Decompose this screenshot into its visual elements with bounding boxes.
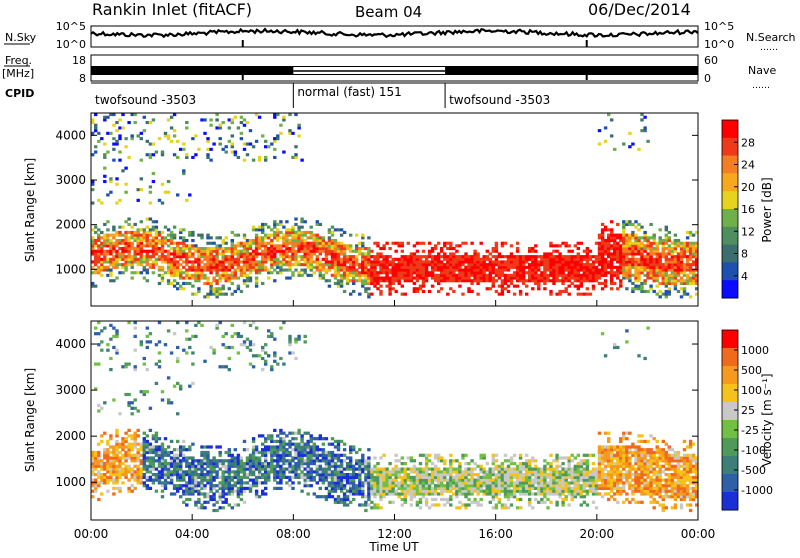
velocity-colorbar-swatch-2 <box>722 366 738 385</box>
power-colorbar-tick-5: 8 <box>741 248 748 261</box>
velocity-colorbar-tick-2: 100 <box>741 384 762 397</box>
cpid-row: twofsound -3503 normal (fast) 151 twofsoun… <box>91 83 698 108</box>
power-colorbar-tick-1: 24 <box>741 159 755 172</box>
freq-unit: [MHz] <box>2 67 34 80</box>
y-tick-label-1: 2000 <box>55 429 86 443</box>
noise-panel: N.Sky N.Search …… 10^5 10^0 10^5 10^0 <box>4 20 796 53</box>
power-heatmap-cells <box>91 113 698 298</box>
velocity-colorbar-swatch-9 <box>722 492 738 511</box>
power-colorbar-swatch-5 <box>722 209 738 227</box>
nave-right-tick-top: 60 <box>704 54 718 67</box>
x-tick-label-3: 12:00 <box>377 527 412 541</box>
freq-left-tick-bottom: 8 <box>79 72 86 85</box>
freq-dropout-1 <box>586 74 588 80</box>
power-colorbar-tick-3: 16 <box>741 203 755 216</box>
nave-dots: …… <box>752 81 770 91</box>
velocity-colorbar-tick-1: 500 <box>741 364 762 377</box>
power-colorbar-swatch-3 <box>722 173 738 191</box>
nave-right-tick-bottom: 0 <box>704 72 711 85</box>
noise-left-tick-bottom: 10^0 <box>56 38 86 51</box>
x-tick-label-0: 00:00 <box>74 527 109 541</box>
velocity-colorbar-tick-4: -25 <box>741 424 759 437</box>
velocity-colorbar-tick-0: 1000 <box>741 344 769 357</box>
freq-dropout-0 <box>242 74 244 80</box>
freq-left-tick-top: 18 <box>72 54 86 67</box>
power-colorbar-swatch-9 <box>722 280 738 298</box>
time-x-ticks: 00:00 04:00 08:00 12:00 16:00 20:00 00:00 <box>74 300 716 541</box>
velocity-heatmap-cells <box>91 321 698 512</box>
y-tick-label-2: 3000 <box>55 173 86 187</box>
y-tick-label-3: 4000 <box>55 337 86 351</box>
power-colorbar-swatch-0 <box>722 120 738 138</box>
power-colorbar-swatch-4 <box>722 191 738 209</box>
velocity-colorbar-label: Velocity [m s⁻¹] <box>760 373 774 466</box>
noise-left-tick-top: 10^5 <box>56 20 86 33</box>
y-tick-label-0: 1000 <box>55 475 86 489</box>
power-panel: 1000 2000 3000 4000 Slant Range [km] 28 24 20… <box>23 113 774 306</box>
power-colorbar-tick-0: 28 <box>741 136 755 149</box>
noise-right-dots: …… <box>760 43 778 53</box>
x-tick-label-4: 16:00 <box>478 527 513 541</box>
power-colorbar-tick-4: 12 <box>741 225 755 238</box>
power-colorbar-swatch-1 <box>722 138 738 156</box>
velocity-colorbar-swatch-1 <box>722 348 738 367</box>
velocity-colorbar-swatch-6 <box>722 438 738 457</box>
y-tick-label-0: 1000 <box>55 262 86 276</box>
cpid-label: CPID <box>5 87 34 100</box>
power-ylabel: Slant Range [km] <box>23 158 37 262</box>
velocity-colorbar-swatch-0 <box>722 330 738 349</box>
velocity-ylabel: Slant Range [km] <box>23 368 37 472</box>
x-tick-label-2: 08:00 <box>276 527 311 541</box>
velocity-colorbar-swatch-3 <box>722 384 738 403</box>
velocity-panel: 1000 2000 3000 4000 Slant Range [km] 1000 50… <box>23 321 774 520</box>
nave-label: Nave <box>748 64 776 77</box>
velocity-colorbar-tick-7: -1000 <box>741 484 773 497</box>
noise-left-label: N.Sky <box>5 31 37 44</box>
y-tick-label-2: 3000 <box>55 383 86 397</box>
cpid-segment-0: twofsound -3503 <box>95 93 196 107</box>
x-tick-label-6: 00:00 <box>681 527 716 541</box>
y-tick-label-3: 4000 <box>55 128 86 142</box>
x-axis-label: Time UT <box>368 540 419 554</box>
cpid-segment-1: normal (fast) 151 <box>297 85 401 99</box>
velocity-colorbar-tick-3: 25 <box>741 404 755 417</box>
date-label: 06/Dec/2014 <box>588 0 691 19</box>
noise-right-tick-top: 10^5 <box>704 20 734 33</box>
noise-sky-line <box>91 29 698 37</box>
velocity-colorbar-swatch-5 <box>722 420 738 439</box>
x-tick-label-5: 20:00 <box>580 527 615 541</box>
y-tick-label-1: 2000 <box>55 218 86 232</box>
power-colorbar-swatch-6 <box>722 227 738 245</box>
x-tick-label-1: 04:00 <box>175 527 210 541</box>
station-title: Rankin Inlet (fitACF) <box>92 0 252 19</box>
power-colorbar-label: Power [dB] <box>760 177 774 242</box>
velocity-colorbar-swatch-7 <box>722 456 738 475</box>
velocity-colorbar-swatch-4 <box>722 402 738 421</box>
power-colorbar-tick-6: 4 <box>741 270 748 283</box>
noise-right-tick-bottom: 10^0 <box>704 38 734 51</box>
noise-trace <box>91 29 698 47</box>
beam-label: Beam 04 <box>355 3 422 21</box>
power-colorbar: 28 24 20 16 12 8 4 <box>722 120 755 299</box>
power-colorbar-tick-2: 20 <box>741 181 755 194</box>
power-colorbar-swatch-8 <box>722 262 738 280</box>
cpid-segment-2: twofsound -3503 <box>449 93 550 107</box>
freq-label: Freq. <box>5 54 32 67</box>
